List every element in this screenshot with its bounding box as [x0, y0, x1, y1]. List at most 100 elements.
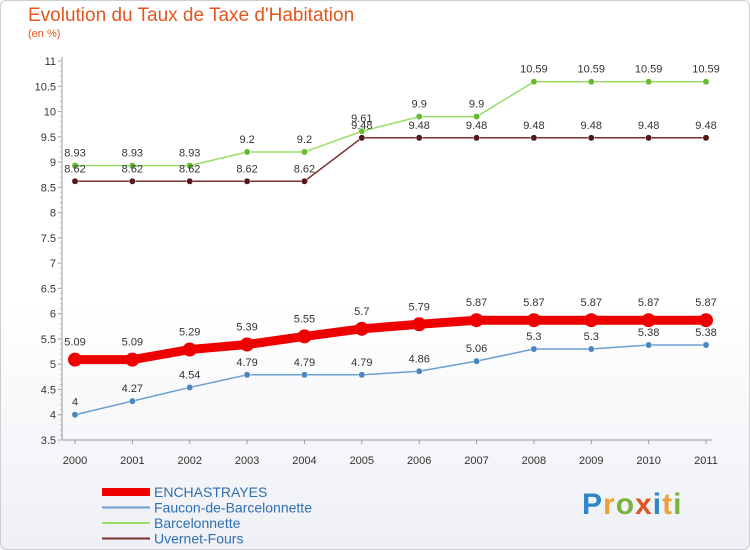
data-point-uvernet [530, 134, 538, 142]
x-tick-label: 2000 [63, 455, 87, 467]
data-label-enchastrayes: 5.29 [179, 327, 200, 339]
chart-legend: ENCHASTRAYESFaucon-de-BarcelonnetteBarce… [102, 484, 312, 547]
data-label-enchastrayes: 5.09 [64, 337, 85, 349]
data-label-enchastrayes: 5.7 [354, 306, 369, 318]
logo-letter: i [673, 488, 683, 521]
data-label-barcelonnette: 9.9 [412, 99, 427, 111]
x-tick-label: 2003 [235, 455, 259, 467]
data-point-faucon [415, 367, 423, 375]
data-point-enchastrayes [526, 313, 541, 328]
data-label-enchastrayes: 5.87 [523, 297, 544, 309]
data-label-enchastrayes: 5.39 [236, 321, 257, 333]
data-point-uvernet [243, 177, 251, 185]
data-label-barcelonnette: 8.93 [64, 148, 85, 160]
data-point-faucon [645, 341, 653, 349]
data-point-enchastrayes [354, 321, 369, 336]
data-label-barcelonnette: 9.9 [469, 99, 484, 111]
data-point-barcelonnette [243, 148, 251, 156]
data-point-faucon [587, 345, 595, 353]
data-point-barcelonnette [301, 148, 308, 156]
data-label-faucon: 4.54 [179, 369, 200, 381]
data-label-barcelonnette: 8.93 [179, 148, 200, 160]
y-tick-label: 6.5 [41, 283, 56, 295]
data-label-faucon: 4.79 [294, 357, 315, 369]
data-point-faucon [71, 411, 79, 419]
data-point-barcelonnette [702, 78, 710, 86]
data-point-uvernet [358, 134, 366, 142]
chart-axes: 3.5 4 4.5 5 5.5 6 6.5 7 7.5 8 8.5 9 9.5 10 10.5 11 2000 2… [35, 56, 718, 467]
data-label-enchastrayes: 5.87 [695, 297, 716, 309]
data-point-barcelonnette [587, 78, 595, 86]
y-tick-label: 7.5 [41, 233, 56, 245]
data-label-barcelonnette: 10.59 [578, 64, 606, 76]
data-point-barcelonnette [473, 113, 480, 121]
data-label-enchastrayes: 5.55 [294, 313, 315, 325]
data-point-uvernet [702, 134, 710, 142]
x-tick-label: 2002 [177, 455, 201, 467]
data-point-enchastrayes [584, 313, 599, 328]
y-tick-label: 4 [50, 410, 56, 422]
data-point-faucon [358, 371, 366, 379]
y-tick-label: 10.5 [35, 81, 56, 93]
data-label-faucon: 5.38 [638, 327, 659, 339]
data-point-enchastrayes [699, 313, 713, 328]
data-label-barcelonnette: 10.59 [635, 64, 663, 76]
data-label-barcelonnette: 9.2 [297, 134, 312, 146]
data-point-uvernet [415, 134, 423, 142]
data-label-uvernet: 9.48 [695, 120, 716, 132]
data-label-enchastrayes: 5.87 [466, 297, 487, 309]
data-point-enchastrayes [240, 337, 255, 352]
data-label-enchastrayes: 5.09 [122, 337, 143, 349]
data-label-faucon: 5.3 [584, 331, 599, 343]
data-label-uvernet: 9.48 [351, 120, 372, 132]
series-line-faucon [74, 344, 707, 416]
data-label-uvernet: 8.62 [122, 163, 143, 175]
data-label-faucon: 4.79 [351, 357, 372, 369]
data-label-barcelonnette: 9.2 [239, 134, 254, 146]
logo-letter: x [635, 488, 653, 521]
data-point-faucon [243, 371, 251, 379]
data-label-uvernet: 8.62 [294, 163, 315, 175]
series-line-barcelonnette [74, 80, 707, 167]
data-label-barcelonnette: 8.93 [122, 148, 143, 160]
y-tick-label: 3.5 [41, 435, 56, 447]
y-tick-label: 8 [50, 208, 56, 220]
data-label-faucon: 5.38 [695, 327, 716, 339]
data-point-uvernet [473, 134, 480, 142]
data-point-faucon [530, 345, 538, 353]
data-point-enchastrayes [182, 342, 197, 357]
data-label-uvernet: 9.48 [638, 120, 659, 132]
series-line-enchastrayes [70, 315, 711, 365]
data-label-faucon: 4.79 [236, 357, 257, 369]
data-point-barcelonnette [358, 127, 366, 135]
y-tick-label: 8.5 [41, 182, 56, 194]
data-label-barcelonnette: 10.59 [520, 64, 548, 76]
data-label-uvernet: 8.62 [179, 163, 200, 175]
data-point-faucon [128, 397, 136, 405]
data-point-barcelonnette [415, 113, 423, 121]
data-point-faucon [186, 383, 194, 391]
data-point-faucon [301, 371, 308, 379]
x-tick-label: 2009 [579, 455, 603, 467]
data-point-faucon [473, 357, 480, 365]
y-tick-label: 6 [50, 309, 56, 321]
data-label-barcelonnette: 9.61 [351, 113, 372, 125]
y-tick-label: 7 [50, 258, 56, 270]
data-label-enchastrayes: 5.79 [408, 301, 429, 313]
logo-letter: o [615, 488, 636, 521]
data-point-enchastrayes [641, 313, 656, 328]
x-tick-label: 2011 [694, 455, 718, 467]
data-point-barcelonnette [128, 162, 136, 170]
x-tick-label: 2006 [407, 455, 431, 467]
legend-label-enchastrayes: ENCHASTRAYES [154, 484, 267, 500]
legend-label-faucon: Faucon-de-Barcelonnette [154, 500, 312, 516]
y-tick-label: 4.5 [41, 384, 56, 396]
y-tick-label: 5 [50, 359, 56, 371]
logo-letter: P [582, 488, 604, 521]
data-label-faucon: 4.27 [122, 383, 143, 395]
data-point-enchastrayes [68, 352, 82, 367]
data-point-uvernet [71, 177, 79, 185]
legend-label-barcelonnette: Barcelonnette [154, 515, 241, 531]
x-tick-label: 2001 [120, 455, 144, 467]
